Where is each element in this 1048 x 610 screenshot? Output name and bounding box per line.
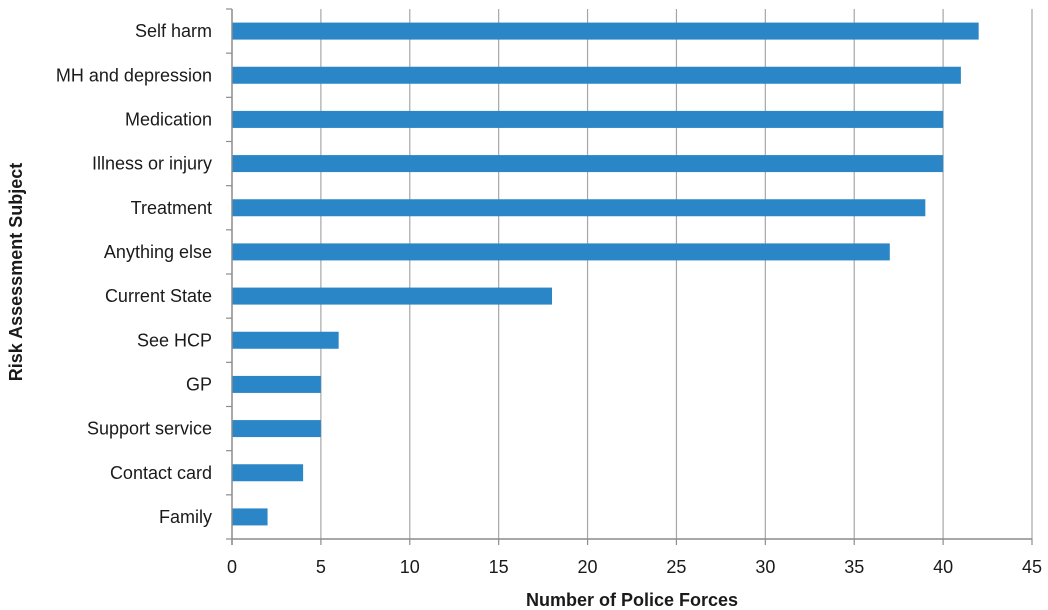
x-tick-label: 0	[227, 557, 237, 577]
x-tick-label: 35	[844, 557, 864, 577]
category-label: Anything else	[104, 242, 212, 262]
axes	[226, 9, 1032, 545]
x-tick-label: 20	[578, 557, 598, 577]
y-axis-title: Risk Assessment Subject	[6, 163, 26, 381]
bar	[232, 243, 890, 260]
x-tick-label: 10	[400, 557, 420, 577]
bar	[232, 111, 943, 128]
bar	[232, 332, 339, 349]
gridlines	[321, 9, 1032, 539]
x-tick-label: 15	[489, 557, 509, 577]
bar	[232, 464, 303, 481]
category-label: Support service	[87, 419, 212, 439]
bar	[232, 155, 943, 172]
x-axis-title: Number of Police Forces	[526, 590, 738, 610]
category-label: MH and depression	[56, 65, 212, 85]
category-label: Treatment	[131, 198, 212, 218]
bar	[232, 420, 321, 437]
category-label: Medication	[125, 109, 212, 129]
bar	[232, 508, 268, 525]
category-label: GP	[186, 374, 212, 394]
bar	[232, 288, 552, 305]
bar	[232, 199, 925, 216]
category-label: Current State	[105, 286, 212, 306]
category-label: Family	[159, 507, 212, 527]
x-tick-label: 25	[666, 557, 686, 577]
category-labels: Self harm MH and depression Medication Illn…	[56, 21, 212, 527]
bar	[232, 23, 979, 40]
x-tick-label: 30	[755, 557, 775, 577]
bars	[232, 23, 979, 526]
category-label: Self harm	[135, 21, 212, 41]
x-tick-label: 5	[316, 557, 326, 577]
category-label: Illness or injury	[92, 154, 212, 174]
category-label: Contact card	[110, 463, 212, 483]
x-tick-label: 45	[1022, 557, 1042, 577]
x-tick-labels: 0 5 10 15 20 25 30 35 40 45	[227, 557, 1042, 577]
bar	[232, 67, 961, 84]
bar	[232, 376, 321, 393]
category-label: See HCP	[137, 330, 212, 350]
x-tick-label: 40	[933, 557, 953, 577]
